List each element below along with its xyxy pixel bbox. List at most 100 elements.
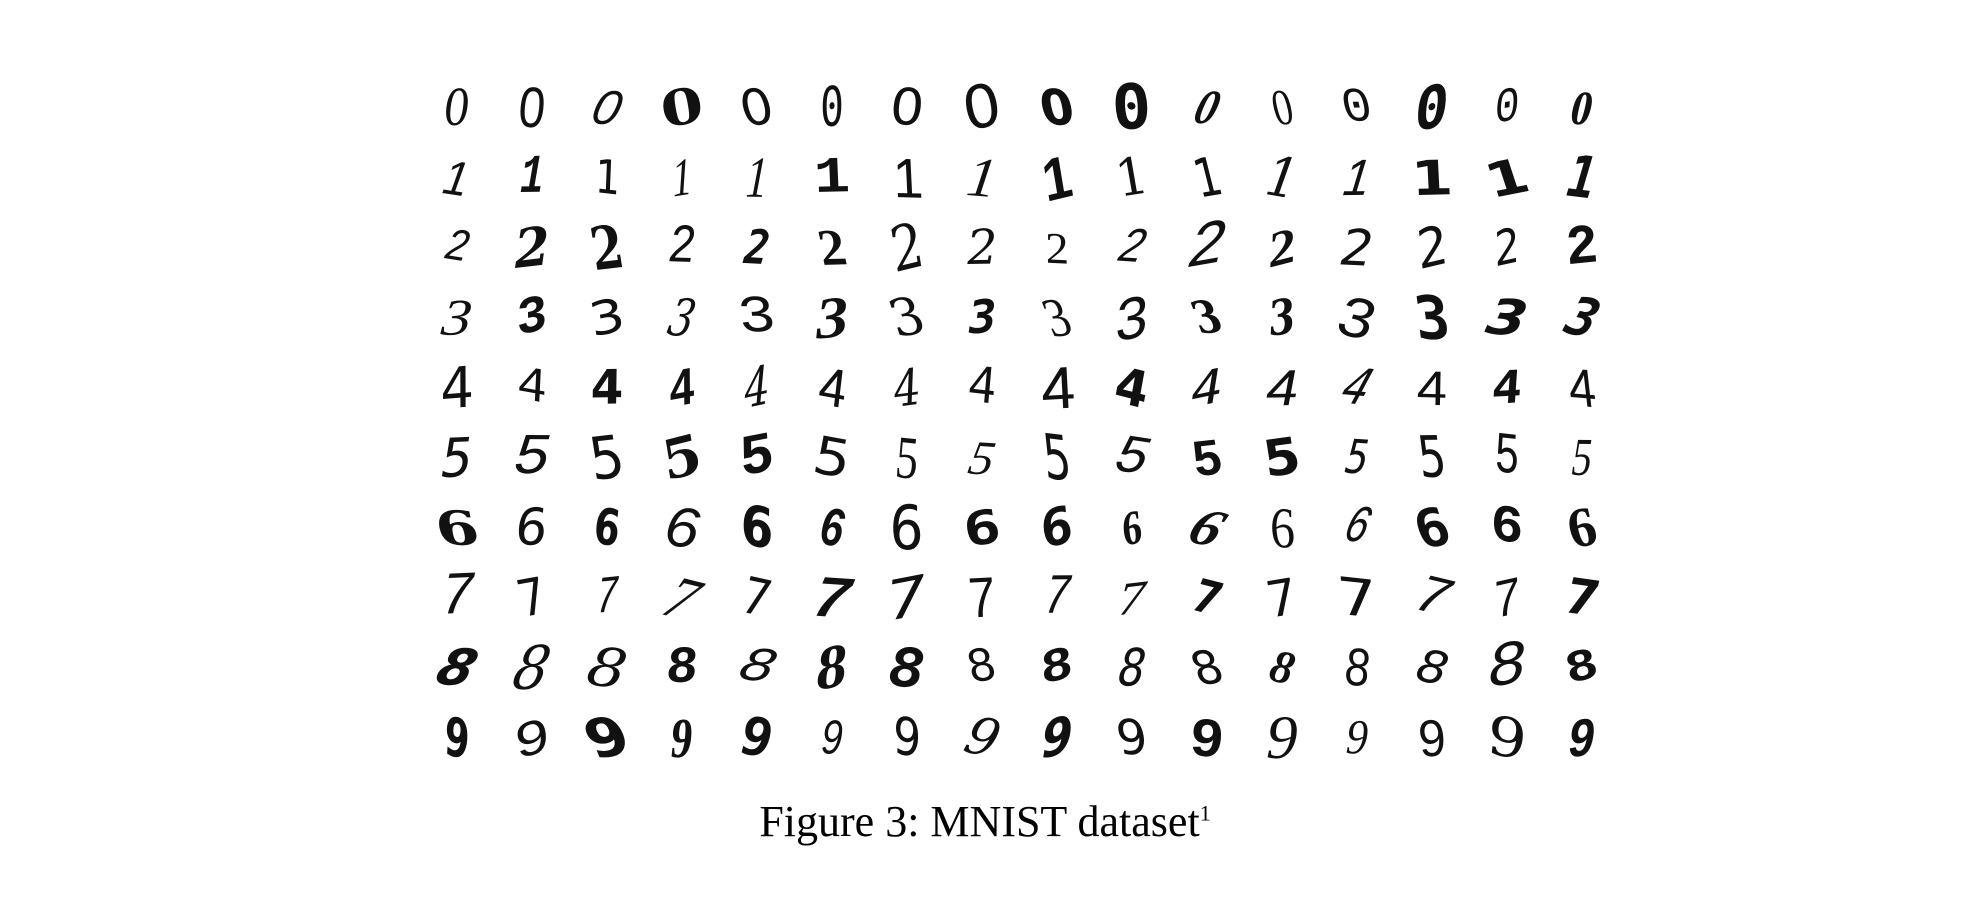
digit-sample-1: 1 (1564, 143, 1601, 213)
digit-sample-4: 4 (1265, 359, 1299, 416)
digit-sample-6: 6 (817, 496, 848, 559)
digit-sample-2: 2 (1558, 215, 1607, 281)
digit-sample-2: 2 (1263, 218, 1299, 279)
digit-sample-7: 7 (511, 566, 553, 629)
digit-sample-8: 8 (1406, 640, 1458, 696)
digit-sample-8: 8 (429, 637, 486, 698)
digit-sample-5: 5 (964, 430, 999, 485)
digit-sample-2: 2 (1185, 209, 1229, 288)
digit-sample-7: 7 (809, 566, 859, 630)
digit-sample-6: 6 (1265, 496, 1300, 561)
digit-sample-8: 8 (887, 635, 927, 701)
digit-sample-3: 3 (813, 284, 849, 352)
digit-sample-7: 7 (883, 563, 931, 634)
digit-sample-2: 2 (886, 209, 929, 288)
digit-sample-0: 0 (1413, 70, 1451, 145)
digit-grid-canvas: 0 0 0 0 0 0 0 0 0 0 0 0 0 0 0 01 1 1 1 1 1 1 1 1 1 1 1 1 1 1 12 2 2 2 2 2 2 2… (429, 70, 1612, 769)
digit-sample-8: 8 (1486, 629, 1529, 706)
digit-sample-9: 9 (443, 704, 472, 769)
digit-sample-6: 6 (430, 500, 484, 556)
digit-sample-5: 5 (1414, 425, 1450, 491)
digit-sample-8: 8 (1111, 637, 1152, 698)
digit-sample-1: 1 (519, 147, 544, 209)
digit-sample-4: 4 (516, 357, 549, 418)
digit-sample-0: 0 (516, 75, 548, 140)
digit-sample-2: 2 (1494, 218, 1521, 279)
digit-sample-3: 3 (438, 289, 475, 347)
digit-sample-6: 6 (1489, 496, 1524, 561)
digit-sample-8: 8 (508, 633, 557, 704)
digit-sample-8: 8 (1033, 639, 1080, 698)
digit-sample-1: 1 (744, 146, 769, 211)
digit-sample-2: 2 (668, 217, 696, 280)
digit-sample-2: 2 (1414, 213, 1451, 282)
digit-sample-2: 2 (1044, 223, 1069, 274)
digit-sample-9: 9 (1265, 704, 1298, 768)
digit-sample-4: 4 (742, 354, 771, 422)
digit-sample-3: 3 (1184, 291, 1230, 345)
digit-sample-7: 7 (1564, 567, 1600, 629)
digit-sample-4: 4 (590, 360, 624, 416)
digit-sample-6: 6 (661, 495, 703, 561)
digit-sample-8: 8 (575, 635, 639, 701)
digit-sample-0: 0 (820, 76, 844, 141)
digit-sample-7: 7 (1257, 567, 1307, 628)
digit-sample-9: 9 (739, 705, 775, 768)
digit-sample-0: 0 (957, 70, 1007, 146)
digit-sample-5: 5 (1103, 426, 1160, 490)
digit-sample-1: 1 (1410, 149, 1455, 206)
digit-sample-0: 0 (1034, 79, 1079, 137)
digit-sample-6: 6 (1561, 495, 1602, 561)
digit-sample-6: 6 (1033, 496, 1081, 560)
digit-sample-8: 8 (731, 639, 783, 698)
digit-sample-0: 0 (1103, 71, 1161, 146)
digit-sample-5: 5 (1494, 424, 1520, 492)
digit-sample-1: 1 (1340, 150, 1373, 207)
digit-sample-6: 6 (1179, 498, 1234, 559)
digit-sample-5: 5 (1567, 429, 1596, 488)
digit-sample-6: 6 (1120, 499, 1143, 557)
digit-sample-0: 0 (1336, 80, 1378, 135)
digit-sample-4: 4 (1032, 354, 1083, 421)
digit-sample-7: 7 (1036, 566, 1079, 631)
digit-sample-6: 6 (1406, 495, 1458, 560)
digit-sample-0: 0 (656, 76, 708, 141)
digit-sample-3: 3 (964, 291, 1000, 346)
digit-sample-9: 9 (1565, 708, 1600, 768)
digit-sample-4: 4 (1334, 359, 1381, 417)
digit-sample-0: 0 (443, 79, 472, 136)
digit-sample-9: 9 (892, 705, 922, 768)
digit-sample-7: 7 (966, 566, 997, 631)
digit-sample-2: 2 (813, 220, 852, 277)
digit-sample-9: 9 (1189, 707, 1226, 768)
digit-sample-7: 7 (1335, 566, 1380, 631)
digit-sample-4: 4 (1416, 360, 1447, 415)
digit-sample-5: 5 (893, 423, 921, 492)
caption-text: Figure 3: MNIST dataset (759, 797, 1200, 846)
digit-sample-8: 8 (663, 638, 700, 698)
digit-sample-1: 1 (670, 147, 693, 209)
digit-sample-2: 2 (962, 220, 1002, 276)
digit-sample-5: 5 (1039, 420, 1074, 496)
digit-sample-9: 9 (1112, 709, 1152, 766)
digit-sample-6: 6 (1333, 497, 1382, 559)
digit-sample-4: 4 (889, 357, 924, 418)
digit-sample-3: 3 (1482, 288, 1533, 348)
digit-sample-0: 0 (1262, 79, 1303, 136)
digit-sample-1: 1 (885, 146, 930, 210)
digit-sample-3: 3 (1410, 283, 1454, 353)
digit-sample-2: 2 (741, 220, 773, 276)
digit-sample-9: 9 (513, 707, 552, 768)
digit-sample-2: 2 (1112, 219, 1152, 277)
digit-sample-6: 6 (884, 492, 931, 563)
digit-sample-5: 5 (1259, 426, 1304, 489)
digit-sample-5: 5 (436, 426, 478, 491)
digit-sample-6: 6 (740, 493, 774, 564)
digit-sample-4: 4 (1189, 358, 1224, 419)
digit-sample-0: 0 (887, 78, 927, 138)
digit-sample-3: 3 (1329, 284, 1384, 352)
digit-sample-3: 3 (1114, 281, 1150, 355)
digit-sample-7: 7 (1494, 566, 1520, 630)
digit-sample-4: 4 (1565, 357, 1599, 419)
